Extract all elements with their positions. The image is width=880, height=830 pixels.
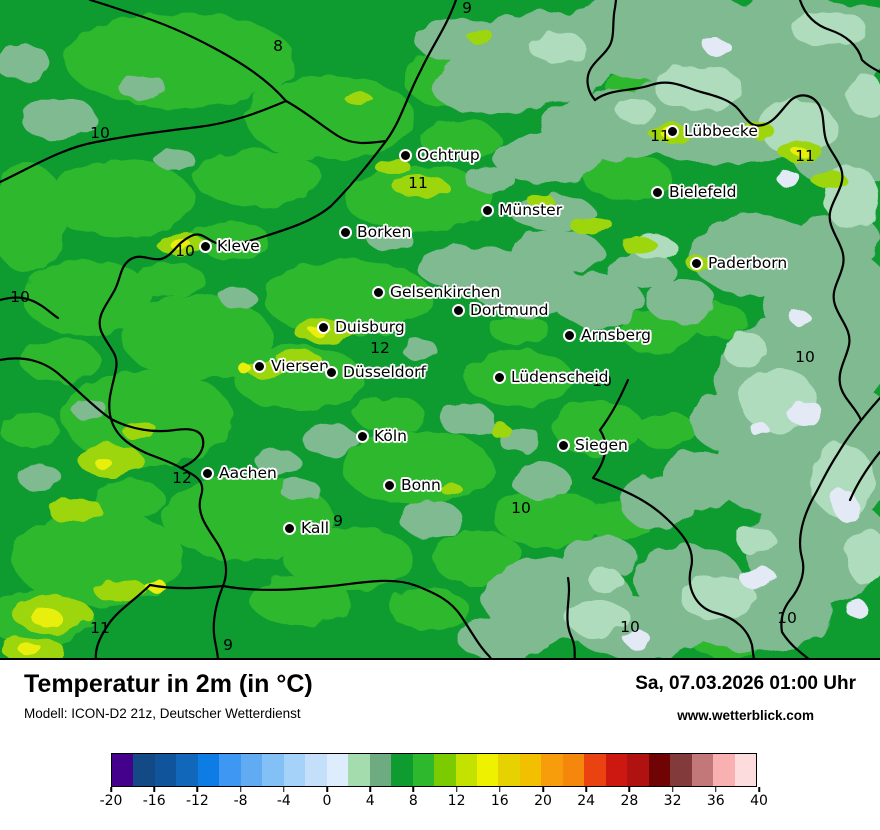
legend-color-segment: [648, 753, 671, 786]
legend-tick-mark: [585, 786, 587, 792]
legend-color-segment: [713, 753, 735, 786]
legend-color-segment: [627, 753, 649, 786]
legend-color-segment: [519, 753, 542, 786]
legend-color-segment: [326, 753, 349, 786]
legend-color-segment: [348, 753, 370, 786]
legend-color-segment: [691, 753, 714, 786]
legend-tick-label: 12: [447, 792, 466, 809]
legend-tick-label: 0: [322, 792, 332, 809]
legend-tick-mark: [196, 786, 199, 792]
map-footer: Temperatur in 2m (in °C) Modell: ICON-D2…: [0, 660, 880, 830]
legend-color-segment: [541, 753, 563, 786]
legend-tick-label: 32: [663, 792, 682, 809]
legend-tick-label: -12: [185, 792, 209, 809]
legend-color-segment: [133, 753, 155, 786]
legend-color-segment: [498, 753, 520, 786]
legend-tick-mark: [628, 786, 631, 792]
legend-tick-mark: [715, 786, 717, 792]
legend-color-segment: [112, 753, 134, 786]
temperature-map: 9 8 10 11 11 11 10 10 12 10 10 12 10 9 10 10 11 9 Ochtrup…: [0, 0, 880, 660]
model-info: Modell: ICON-D2 21z, Deutscher Wetterdie…: [24, 705, 301, 721]
legend-tick-mark: [412, 786, 415, 792]
legend-tick-mark: [499, 786, 501, 792]
legend-tick-label: 20: [534, 792, 552, 809]
legend-color-segment: [476, 753, 499, 786]
legend-color-segment: [455, 753, 477, 786]
legend-color-segment: [197, 753, 220, 786]
legend-color-segment: [219, 753, 241, 786]
legend-color-segment: [369, 753, 392, 786]
legend-tick-mark: [153, 786, 155, 792]
legend-tick-mark: [758, 786, 760, 792]
legend-color-segment: [391, 753, 413, 786]
legend-tick-label: 36: [706, 792, 725, 809]
legend-color-segment: [154, 753, 177, 786]
temperature-legend: -20 -16 -12 -8 -4 0 4 8 12 16 20 24 28 32 36 40: [100, 752, 768, 813]
legend-tick-label: -16: [142, 792, 166, 809]
footer-right-column: Sa, 07.03.2026 01:00 Uhr www.wetterblick…: [635, 670, 856, 723]
legend-tick-label: -20: [99, 792, 123, 809]
map-shading-svg: [0, 0, 880, 658]
forecast-datetime: Sa, 07.03.2026 01:00 Uhr: [635, 673, 856, 694]
page-title: Temperatur in 2m (in °C): [24, 670, 313, 698]
legend-tick-mark: [455, 786, 458, 792]
legend-tick-label: -8: [233, 792, 248, 809]
legend-color-segment: [434, 753, 456, 786]
legend-tick-label: -4: [276, 792, 291, 809]
legend-color-segment: [605, 753, 628, 786]
legend-color-segment: [262, 753, 284, 786]
footer-text-row: Temperatur in 2m (in °C) Modell: ICON-D2…: [0, 660, 880, 723]
legend-tick-mark: [239, 786, 242, 792]
legend-tick-label: 24: [577, 792, 596, 809]
legend-color-segment: [412, 753, 435, 786]
website-url: www.wetterblick.com: [677, 707, 815, 723]
legend-tick-label: 16: [490, 792, 509, 809]
legend-tick-label: 8: [408, 792, 418, 809]
legend-color-segment: [305, 753, 327, 786]
legend-tick-mark: [110, 786, 112, 792]
legend-color-segment: [176, 753, 198, 786]
legend-color-segment: [240, 753, 263, 786]
legend-tick-mark: [369, 786, 371, 792]
legend-color-bar: [111, 752, 757, 787]
legend-tick-labels: -20 -16 -12 -8 -4 0 4 8 12 16 20 24 28 32 36 40: [100, 786, 768, 813]
legend-tick-label: 40: [750, 792, 768, 809]
legend-color-segment: [734, 753, 757, 786]
admin-border-lines: [0, 0, 880, 658]
legend-tick-mark: [283, 786, 285, 792]
footer-left-column: Temperatur in 2m (in °C) Modell: ICON-D2…: [24, 670, 313, 721]
legend-color-segment: [584, 753, 606, 786]
legend-color-segment: [283, 753, 306, 786]
legend-color-segment: [562, 753, 585, 786]
legend-tick-label: 28: [620, 792, 639, 809]
legend-tick-mark: [542, 786, 544, 792]
legend-tick-label: 4: [365, 792, 375, 809]
legend-tick-mark: [671, 786, 674, 792]
legend-tick-mark: [326, 786, 328, 792]
legend-color-segment: [670, 753, 692, 786]
